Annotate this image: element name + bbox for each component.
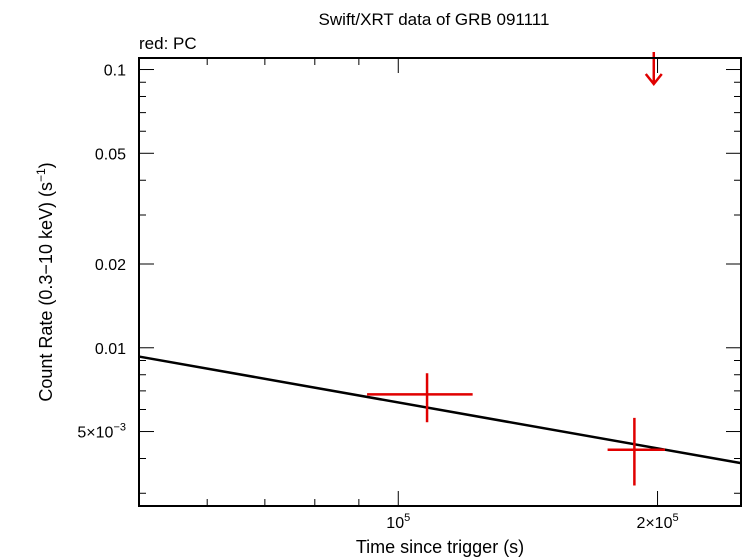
data-point <box>367 373 473 423</box>
model-fit <box>138 355 742 465</box>
y-tick-label: 0.05 <box>95 146 126 163</box>
y-axis-label-main: Count Rate (0.3−10 keV) (s <box>36 182 56 402</box>
y-tick-labels: 0.1 0.05 0.02 0.01 5×10−3 <box>77 63 126 442</box>
x-tick-label-exponent: 5 <box>672 512 678 524</box>
data-point <box>607 417 665 486</box>
x-tick-label-base: 10 <box>386 515 404 532</box>
chart-subtitle: red: PC <box>139 34 197 53</box>
model-line <box>138 355 742 465</box>
x-axis-label: Time since trigger (s) <box>356 537 524 557</box>
y-tick-label-base: 5×10 <box>77 425 113 442</box>
plot-frame <box>138 57 742 507</box>
y-axis-label: Count Rate (0.3−10 keV) (s−1) <box>34 162 56 401</box>
x-tick-label: 105 <box>386 512 410 532</box>
y-tick-label: 0.01 <box>95 341 126 358</box>
x-tick-labels: 105 2×105 <box>386 512 678 532</box>
x-tick-label: 2×105 <box>636 512 678 532</box>
y-tick-label: 0.02 <box>95 257 126 274</box>
upper-limit-arrow <box>644 52 663 87</box>
y-axis-label-tail: ) <box>36 162 56 168</box>
data-points <box>367 52 665 486</box>
x-tick-label-base: 2×10 <box>636 515 672 532</box>
y-tick-label: 5×10−3 <box>77 422 126 442</box>
y-axis-label-sup: −1 <box>34 168 48 182</box>
axis-ticks <box>138 58 741 506</box>
x-tick-label-exponent: 5 <box>404 512 410 524</box>
chart-title: Swift/XRT data of GRB 091111 <box>319 10 550 29</box>
y-tick-label: 0.1 <box>104 63 126 80</box>
y-tick-label-exponent: −3 <box>113 422 126 434</box>
upper-limit-head <box>644 73 663 87</box>
